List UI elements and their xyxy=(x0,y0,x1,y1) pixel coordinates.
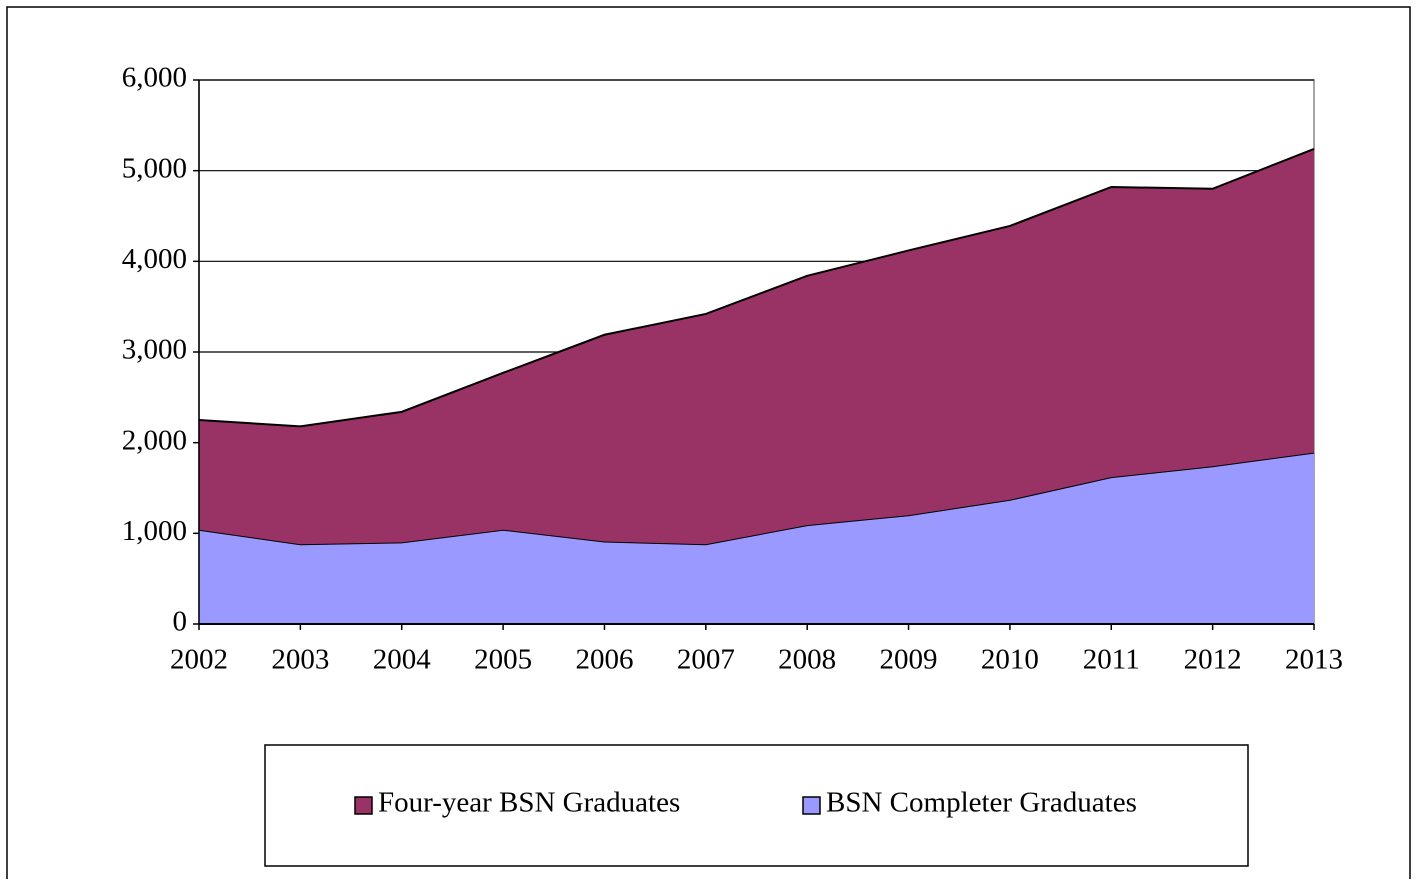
legend-box xyxy=(264,744,1249,867)
x-tick-label: 2013 xyxy=(1285,644,1343,676)
legend-label: Four-year BSN Graduates xyxy=(378,787,680,819)
x-tick-label: 2002 xyxy=(170,644,228,676)
area xyxy=(199,148,1314,545)
x-tick-label: 2005 xyxy=(474,644,532,676)
x-tick-label: 2012 xyxy=(1184,644,1242,676)
x-tick-label: 2003 xyxy=(271,644,329,676)
x-tick-label: 2007 xyxy=(677,644,735,676)
area-edge xyxy=(198,147,1315,428)
x-tick-label: 2008 xyxy=(778,644,836,676)
x-tick-label: 2006 xyxy=(575,644,633,676)
legend-label: BSN Completer Graduates xyxy=(826,787,1137,819)
y-tick-label: 2,000 xyxy=(122,424,187,456)
area xyxy=(199,452,1314,624)
y-tick-label: 3,000 xyxy=(122,334,187,366)
x-tick-label: 2010 xyxy=(981,644,1039,676)
y-tick-label: 6,000 xyxy=(122,62,187,94)
x-tick-label: 2011 xyxy=(1083,644,1140,676)
y-tick-label: 5,000 xyxy=(122,152,187,184)
legend-swatch xyxy=(802,796,821,815)
legend-swatch xyxy=(354,796,373,815)
y-tick-label: 4,000 xyxy=(122,243,187,275)
x-tick-label: 2004 xyxy=(373,644,432,676)
x-tick-label: 2009 xyxy=(880,644,938,676)
y-tick-label: 1,000 xyxy=(122,515,187,547)
y-tick-label: 0 xyxy=(173,606,188,638)
